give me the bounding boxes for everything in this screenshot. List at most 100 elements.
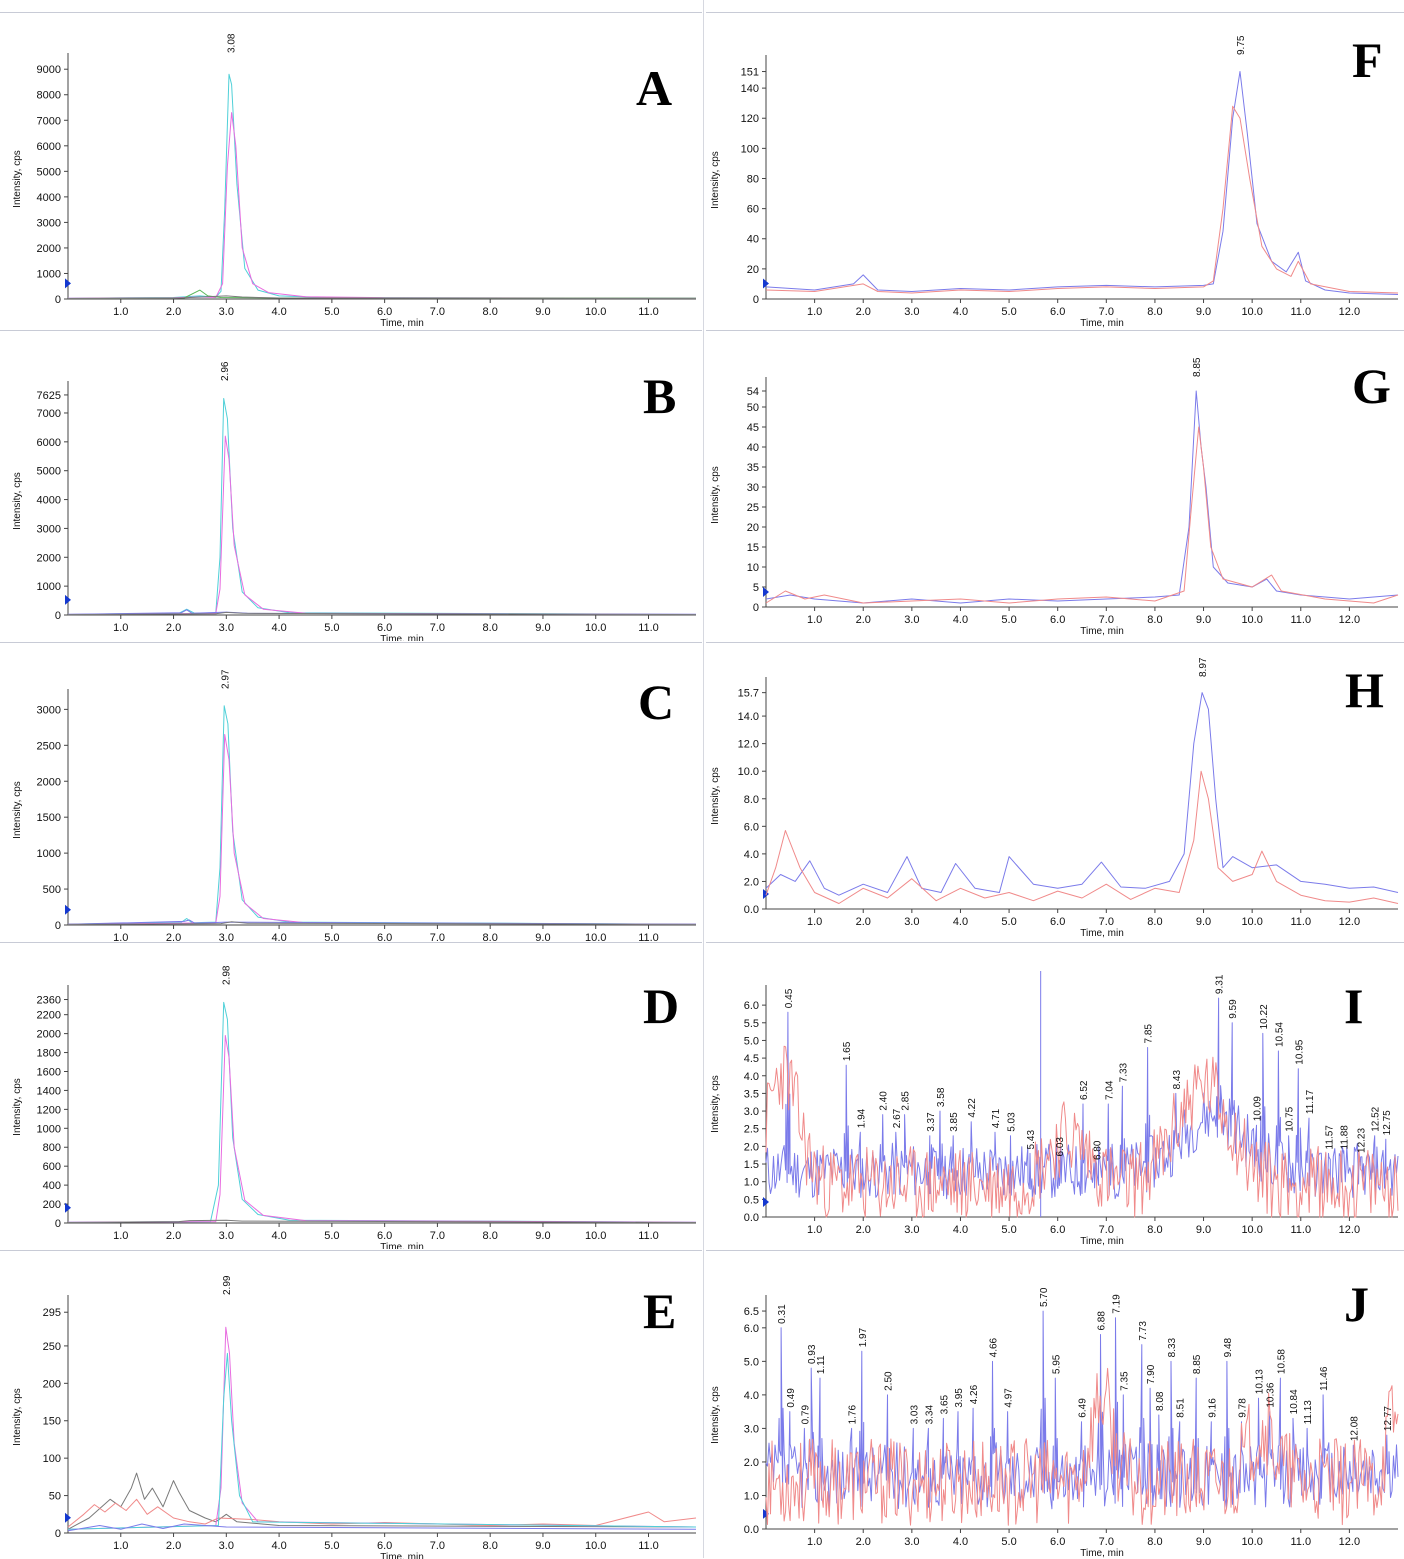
peak-label: 12.75: [1382, 1110, 1393, 1135]
y-tick-label: 4.0: [744, 1071, 759, 1083]
y-tick-label: 800: [43, 1142, 61, 1154]
peak-label: 8.08: [1155, 1391, 1166, 1411]
threshold-marker: [763, 1196, 769, 1207]
x-tick-label: 2.0: [856, 916, 871, 928]
y-tick-label: 6.0: [744, 1000, 759, 1012]
x-tick-label: 9.0: [535, 622, 550, 634]
peak-label: 8.33: [1167, 1337, 1178, 1357]
x-axis-label: Time, min: [380, 634, 424, 641]
peak-label: 10.54: [1274, 1022, 1285, 1047]
peak-label: 7.35: [1119, 1371, 1130, 1391]
peak-label: 9.59: [1228, 999, 1239, 1019]
series-line-red: [67, 1498, 697, 1528]
y-tick-label: 1.0: [744, 1490, 759, 1502]
x-tick-label: 3.0: [219, 1540, 234, 1552]
x-tick-label: 8.0: [483, 622, 498, 634]
x-tick-label: 1.0: [807, 916, 822, 928]
series-line-cyan: [67, 73, 697, 299]
y-tick-label: 4.0: [744, 849, 759, 861]
threshold-marker: [763, 1508, 769, 1519]
y-tick-label: 0: [55, 1218, 61, 1230]
x-tick-label: 11.0: [1290, 614, 1311, 626]
panel-label-h: H: [1345, 662, 1384, 718]
x-tick-label: 1.0: [113, 1540, 128, 1552]
peak-label: 8.85: [1192, 1354, 1203, 1374]
y-tick-label: 1200: [37, 1104, 61, 1116]
peak-label: 5.95: [1051, 1354, 1062, 1374]
x-axis-label: Time, min: [380, 1552, 424, 1559]
x-axis-label: Time, min: [380, 318, 424, 329]
y-tick-label: 6000: [37, 141, 61, 153]
x-tick-label: 10.0: [585, 1230, 606, 1242]
y-tick-label: 5000: [37, 466, 61, 478]
peak-label: 2.97: [221, 669, 232, 689]
y-axis-label: Intensity, cps: [710, 151, 721, 209]
y-axis-label: Intensity, cps: [12, 781, 23, 839]
y-tick-label: 10: [747, 562, 759, 574]
peak-label: 10.36: [1266, 1382, 1277, 1407]
y-tick-label: 25: [747, 502, 759, 514]
x-tick-label: 7.0: [1099, 306, 1114, 318]
series-line-cyan: [67, 1001, 697, 1223]
x-tick-label: 4.0: [953, 1224, 968, 1236]
x-tick-label: 8.0: [1147, 306, 1162, 318]
series-line-pink: [67, 435, 697, 615]
y-tick-label: 50: [747, 402, 759, 414]
chart-panel-j: 0.0 1.0 2.0 3.0 4.0 5.0 6.0 6.5 1.0 2.0 3.0 4.0 5.0 6…: [706, 1250, 1404, 1559]
peak-label: 2.98: [221, 965, 232, 985]
series-line-cyan: [67, 1352, 697, 1530]
peak-label: 12.52: [1371, 1106, 1382, 1131]
series-line-gray: [67, 1472, 697, 1530]
x-axis-label: Time, min: [1080, 1236, 1124, 1247]
y-tick-label: 0: [55, 920, 61, 932]
peak-label: 5.70: [1039, 1287, 1050, 1307]
peak-label: 2.40: [879, 1091, 890, 1111]
y-axis-label: Intensity, cps: [710, 1075, 721, 1133]
y-tick-label: 2200: [37, 1010, 61, 1022]
x-tick-label: 5.0: [1001, 1536, 1016, 1548]
x-tick-label: 2.0: [166, 306, 181, 318]
chart-panel-i: 0.0 0.5 1.0 1.5 2.0 2.5 3.0 3.5 4.0 4.5 5.0 5.5 6.0 1…: [706, 942, 1404, 1249]
x-axis-label: Time, min: [1080, 318, 1124, 329]
y-tick-label: 3.0: [744, 1423, 759, 1435]
y-axis-label: Intensity, cps: [710, 767, 721, 825]
peak-label: 0.49: [786, 1388, 797, 1408]
panel-label-i: I: [1344, 978, 1364, 1034]
x-axis-label: Time, min: [1080, 626, 1124, 637]
peak-label: 9.16: [1207, 1398, 1218, 1418]
threshold-marker: [763, 587, 769, 598]
peak-label: 0.79: [800, 1405, 811, 1425]
y-tick-label: 2000: [37, 243, 61, 255]
y-tick-label: 7625: [37, 390, 61, 402]
peak-label: 8.43: [1172, 1070, 1183, 1090]
series-line-blue: [765, 390, 1399, 604]
x-tick-label: 11.0: [638, 1230, 659, 1242]
series-line-blue: [67, 1523, 697, 1532]
x-tick-label: 6.0: [377, 1230, 392, 1242]
x-tick-label: 7.0: [430, 932, 445, 941]
threshold-marker: [65, 278, 71, 289]
y-tick-label: 100: [741, 143, 759, 155]
x-tick-label: 7.0: [430, 1540, 445, 1552]
series-line-gray: [67, 611, 697, 616]
y-tick-label: 0.0: [744, 1524, 759, 1536]
y-tick-label: 7000: [37, 115, 61, 127]
peak-label: 10.58: [1276, 1349, 1287, 1374]
peak-label: 0.31: [777, 1304, 788, 1324]
chart-svg-h: 0.0 2.0 4.0 6.0 8.0 10.0 12.0 14.0 15.7 1.0 2.0 3.0…: [710, 657, 1399, 939]
x-tick-label: 3.0: [904, 1224, 919, 1236]
x-tick-label: 12.0: [1339, 1224, 1360, 1236]
y-tick-label: 5000: [37, 166, 61, 178]
peak-label: 4.22: [967, 1098, 978, 1118]
x-tick-label: 3.0: [904, 1536, 919, 1548]
peak-label: 1.65: [842, 1041, 853, 1061]
y-tick-label: 2000: [37, 776, 61, 788]
y-tick-label: 200: [43, 1378, 61, 1390]
y-tick-label: 10.0: [738, 766, 759, 778]
y-tick-label: 150: [43, 1416, 61, 1428]
y-tick-label: 100: [43, 1453, 61, 1465]
y-tick-label: 0: [55, 294, 61, 306]
series-line-blue: [67, 919, 697, 925]
x-tick-label: 4.0: [271, 306, 286, 318]
chart-svg-g: 0 5 10 15 20 25 30 35 40 45 50 54 1.0 2.0 3.0 4.0 5.0 6.0…: [710, 357, 1399, 637]
